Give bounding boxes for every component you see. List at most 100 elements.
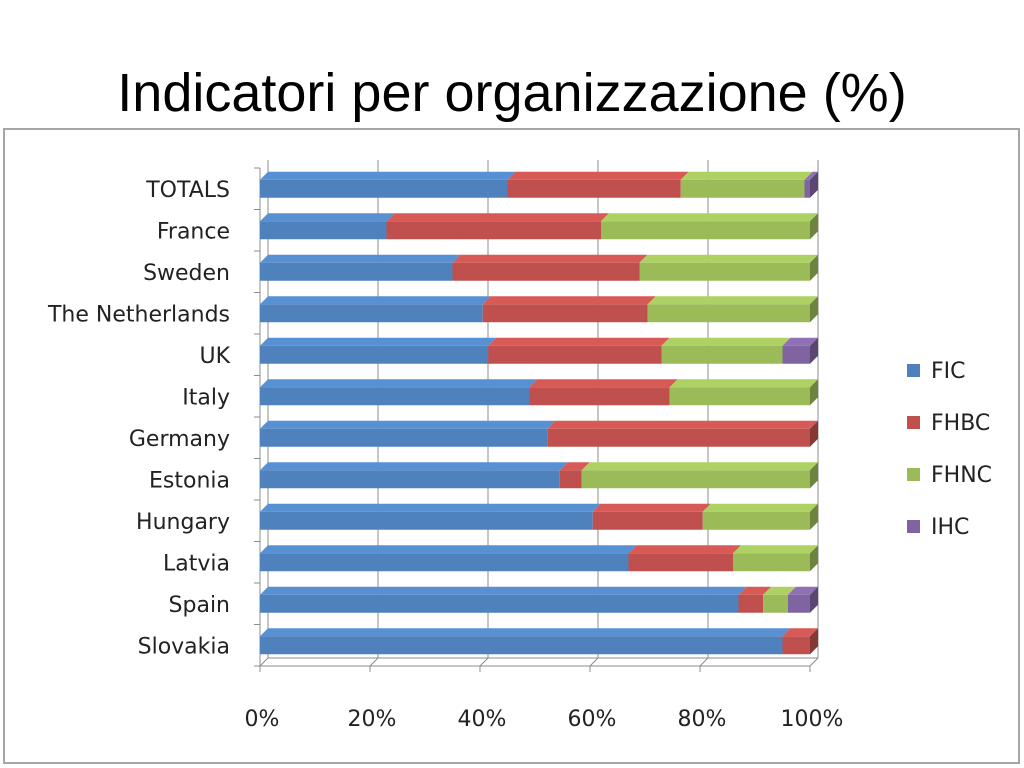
bar-top-estonia-fhbc [559, 462, 590, 471]
bar-latvia-fhnc [733, 553, 810, 572]
bar-top-italy-fhbc [529, 379, 678, 388]
bar-top-totals-fic [260, 171, 516, 180]
bar-the-netherlands-fhbc [482, 304, 648, 323]
bar-end-italy [810, 379, 818, 406]
bar-top-latvia-fhnc [733, 545, 818, 554]
bar-top-france-fic [260, 213, 395, 222]
bar-top-slovakia-fhbc [782, 628, 818, 637]
bar-end-latvia [810, 545, 818, 572]
category-label-sweden: Sweden [143, 261, 230, 286]
bar-top-totals-ihc [804, 171, 818, 180]
bar-top-latvia-fic [260, 545, 637, 554]
tick-label-100: 100% [781, 707, 844, 732]
stacked-bar-chart: TOTALS France Sweden The Netherlands UK Italy… [47, 160, 992, 732]
bar-top-spain-ihc [788, 586, 818, 595]
bar-top-totals-fhnc [680, 171, 813, 180]
bar-top-the-netherlands-fhbc [482, 296, 656, 305]
bar-top-hungary-fic [260, 503, 601, 512]
value-axis-ticks: 0% 20% 40% 60% 80% 100% [245, 666, 844, 732]
bar-the-netherlands-fhnc [647, 304, 810, 323]
bar-estonia-fic [260, 470, 560, 489]
bar-top-uk-fhnc [661, 337, 791, 346]
bar-latvia-fhbc [628, 553, 733, 572]
bar-top-estonia-fic [260, 462, 568, 471]
bar-hungary-fhnc [702, 511, 810, 530]
category-label-france: France [157, 219, 230, 244]
category-label-the-netherlands: The Netherlands [47, 302, 230, 327]
category-label-slovakia: Slovakia [138, 634, 230, 659]
bar-top-sweden-fhnc [639, 254, 818, 263]
bar-hungary-fic [260, 511, 593, 530]
bar-end-sweden [810, 254, 818, 281]
bar-italy-fhnc [669, 387, 810, 406]
bar-sweden-fhbc [452, 262, 640, 281]
legend-label-fhnc: FHNC [931, 463, 992, 488]
bar-top-latvia-fhbc [628, 545, 741, 554]
bar-top-uk-ihc [782, 337, 818, 346]
category-label-germany: Germany [129, 427, 230, 452]
bar-spain-ihc [788, 594, 810, 613]
bar-top-sweden-fic [260, 254, 461, 263]
bar-italy-fhbc [529, 387, 670, 406]
bar-france-fic [260, 221, 387, 240]
category-label-uk: UK [199, 344, 230, 369]
floor-depth-line [589, 657, 599, 667]
floor-depth-line [479, 657, 489, 667]
bar-top-italy-fic [260, 379, 538, 388]
bar-top-uk-fic [260, 337, 497, 346]
bar-uk-fic [260, 345, 489, 364]
bar-end-totals [810, 171, 818, 198]
bar-top-italy-fhnc [669, 379, 818, 388]
floor-depth-line [259, 657, 269, 667]
bar-top-the-netherlands-fhnc [647, 296, 818, 305]
bar-top-france-fhbc [386, 213, 609, 222]
bar-end-spain [810, 586, 818, 613]
bar-top-germany-fic [260, 420, 556, 429]
bar-france-fhbc [386, 221, 601, 240]
legend-label-fhbc: FHBC [931, 411, 990, 436]
category-label-spain: Spain [169, 593, 230, 618]
bar-end-hungary [810, 503, 818, 530]
bar-uk-fhbc [488, 345, 662, 364]
category-axis-labels: TOTALS France Sweden The Netherlands UK Italy… [47, 178, 231, 660]
bar-top-sweden-fhbc [452, 254, 648, 263]
bar-sweden-fic [260, 262, 453, 281]
bar-top-spain-fhbc [738, 586, 772, 595]
bar-estonia-fhbc [559, 470, 582, 489]
bar-sweden-fhnc [639, 262, 810, 281]
bar-totals-fhbc [507, 179, 681, 198]
category-label-italy: Italy [182, 385, 230, 410]
bar-totals-fic [260, 179, 508, 198]
bar-top-hungary-fhnc [702, 503, 818, 512]
bar-top-estonia-fhnc [581, 462, 818, 471]
bar-spain-fhnc [763, 594, 788, 613]
tick-label-40: 40% [458, 707, 507, 732]
bar-top-spain-fhnc [763, 586, 796, 595]
bar-top-hungary-fhbc [592, 503, 711, 512]
tick-label-20: 20% [348, 707, 397, 732]
bar-estonia-fhnc [581, 470, 810, 489]
bar-top-slovakia-fic [260, 628, 791, 637]
slide-title: Indicatori per organizzazione (%) [117, 63, 907, 123]
chart-floor [254, 160, 819, 667]
bar-totals-ihc [804, 179, 810, 198]
bar-end-slovakia [810, 628, 818, 655]
legend-swatch-ihc [907, 520, 920, 533]
bar-totals-fhnc [680, 179, 805, 198]
bar-top-uk-fhbc [488, 337, 670, 346]
bar-germany-fic [260, 428, 548, 447]
bar-end-germany [810, 420, 818, 447]
tick-label-80: 80% [678, 707, 727, 732]
chart-frame: TOTALS France Sweden The Netherlands UK Italy… [3, 128, 1020, 764]
bar-france-fhnc [601, 221, 810, 240]
bar-the-netherlands-fic [260, 304, 483, 323]
bar-top-totals-fhbc [507, 171, 689, 180]
bar-slovakia-fic [260, 636, 783, 655]
legend-swatch-fhnc [907, 468, 920, 481]
bar-hungary-fhbc [592, 511, 703, 530]
legend-label-fic: FIC [931, 359, 966, 384]
legend-label-ihc: IHC [931, 515, 969, 540]
bar-end-uk [810, 337, 818, 364]
category-label-latvia: Latvia [163, 551, 230, 576]
chart-bars [260, 171, 818, 655]
